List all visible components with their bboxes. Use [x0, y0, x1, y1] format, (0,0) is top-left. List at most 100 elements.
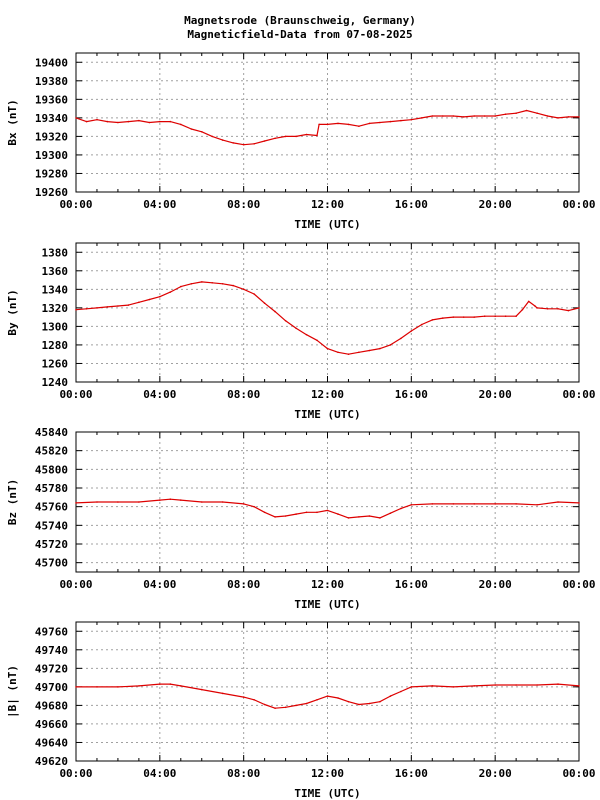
y-tick-label: 19380	[35, 75, 68, 88]
x-tick-label: 08:00	[227, 767, 260, 780]
data-point	[284, 320, 287, 322]
x-tick-label: 00:00	[59, 767, 92, 780]
data-point	[138, 301, 140, 304]
x-tick-label: 16:00	[395, 198, 428, 211]
data-point	[242, 143, 245, 146]
data-point	[431, 685, 434, 687]
data-point	[305, 133, 308, 136]
x-tick-label: 20:00	[479, 388, 512, 401]
data-point	[242, 696, 245, 698]
data-point	[295, 513, 297, 515]
data-point	[473, 316, 476, 318]
data-point	[201, 501, 203, 503]
data-point	[117, 121, 119, 124]
chart-subtitle: Magneticfield-Data from 07-08-2025	[187, 28, 413, 41]
data-point	[400, 690, 402, 693]
y-tick-label: 1320	[42, 302, 69, 315]
data-point	[400, 507, 402, 510]
y-tick-label: 19360	[35, 93, 68, 106]
x-tick-label: 00:00	[59, 578, 92, 591]
data-point	[211, 282, 213, 284]
data-point	[389, 695, 392, 697]
data-point	[138, 119, 140, 122]
data-point	[546, 115, 549, 117]
series-line	[76, 683, 580, 709]
data-point	[379, 517, 381, 519]
data-point	[557, 501, 559, 503]
data-point	[483, 315, 486, 318]
y-tick-label: 19340	[35, 112, 68, 125]
x-tick-label: 00:00	[562, 578, 595, 591]
x-tick-label: 04:00	[143, 578, 176, 591]
data-point	[159, 683, 161, 685]
data-point	[473, 685, 476, 687]
data-point	[515, 684, 517, 686]
data-point	[316, 134, 318, 137]
data-point	[221, 139, 224, 141]
data-point	[180, 285, 182, 288]
x-tick-label: 00:00	[562, 198, 595, 211]
x-tick-label: 04:00	[143, 388, 176, 401]
data-point	[347, 123, 350, 126]
data-point	[263, 511, 266, 514]
data-point	[253, 505, 255, 508]
data-point	[462, 116, 465, 118]
data-point	[253, 293, 255, 295]
y-tick-label: 49700	[35, 681, 68, 694]
data-point	[169, 498, 172, 501]
data-point	[242, 503, 245, 505]
y-tick-label: 1380	[42, 246, 69, 259]
data-point	[410, 330, 413, 332]
y-axis-label: Bz (nT)	[6, 479, 19, 525]
data-point	[326, 347, 329, 350]
data-point	[326, 509, 329, 512]
x-tick-label: 00:00	[59, 198, 92, 211]
data-point	[400, 337, 402, 340]
data-point	[180, 123, 182, 126]
data-point	[253, 699, 255, 701]
data-point	[242, 288, 245, 291]
y-axis-label: By (nT)	[6, 289, 19, 335]
data-point	[127, 120, 130, 123]
chart-panel-2: 00:00 04:00 08:00 12:00 16:00 20:00 00:0012401…	[6, 242, 596, 421]
data-point	[169, 683, 172, 685]
data-point	[305, 333, 308, 336]
data-point	[452, 686, 455, 688]
data-point	[96, 686, 98, 688]
data-point	[557, 117, 559, 119]
data-point	[462, 316, 465, 318]
data-point	[494, 115, 497, 117]
data-point	[284, 706, 287, 709]
y-tick-label: 19320	[35, 130, 68, 143]
data-point	[504, 113, 507, 115]
data-point	[347, 353, 350, 356]
data-point	[326, 123, 329, 126]
x-tick-label: 00:00	[562, 388, 595, 401]
data-point	[494, 503, 497, 505]
data-point	[127, 304, 130, 306]
y-tick-label: 45700	[35, 557, 68, 570]
data-point	[389, 512, 392, 514]
y-tick-label: 49660	[35, 718, 68, 731]
data-point	[75, 686, 77, 688]
x-tick-label: 08:00	[227, 198, 260, 211]
data-point	[421, 323, 423, 326]
data-point	[117, 686, 119, 688]
y-tick-label: 45720	[35, 538, 68, 551]
data-point	[106, 120, 109, 123]
data-point	[534, 305, 536, 307]
y-tick-label: 1360	[42, 265, 69, 278]
data-point	[410, 118, 413, 121]
data-point	[442, 115, 444, 117]
series-line	[75, 498, 580, 519]
data-point	[431, 503, 434, 505]
y-tick-label: 19300	[35, 149, 68, 162]
y-tick-label: 1260	[42, 357, 69, 370]
data-point	[274, 137, 276, 140]
data-point	[148, 121, 151, 124]
data-point	[221, 501, 224, 503]
data-point	[305, 511, 308, 514]
data-point	[379, 121, 381, 124]
data-point	[96, 501, 98, 503]
data-point	[316, 339, 318, 342]
